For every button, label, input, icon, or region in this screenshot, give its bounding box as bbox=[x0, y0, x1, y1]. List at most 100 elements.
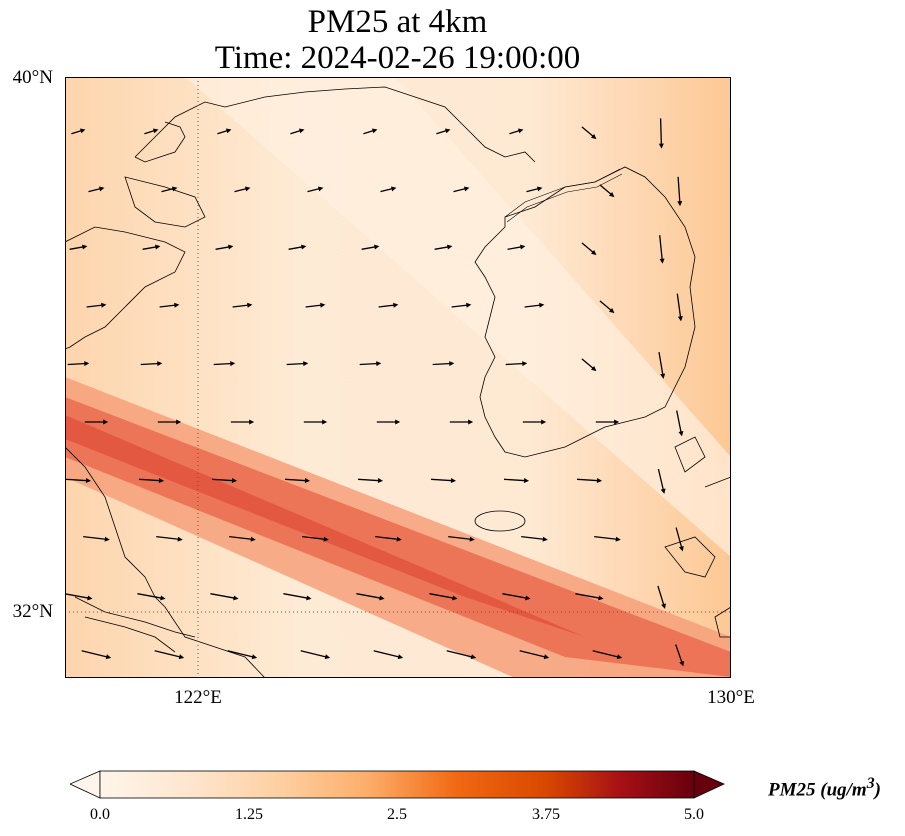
wind-vector-11 bbox=[234, 187, 248, 193]
wind-vector-80 bbox=[657, 585, 665, 607]
wind-vector-head-31 bbox=[393, 302, 399, 308]
wind-vector-head-43 bbox=[590, 365, 597, 372]
wind-vector-head-70 bbox=[615, 536, 621, 542]
wind-vector-63 bbox=[83, 535, 107, 541]
wind-vector-head-12 bbox=[317, 186, 324, 192]
wind-vector-12 bbox=[307, 187, 321, 193]
map-title-line2: Time: 2024-02-26 19:00:00 bbox=[214, 40, 581, 76]
wind-vector-31 bbox=[378, 304, 396, 308]
wind-vector-head-64 bbox=[177, 536, 183, 542]
wind-vector-head-88 bbox=[616, 654, 623, 660]
wind-vector-head-0 bbox=[79, 128, 86, 134]
wind-vector-35 bbox=[676, 293, 682, 319]
wind-vector-head-41 bbox=[449, 361, 455, 367]
wind-vector-head-47 bbox=[249, 419, 255, 425]
wind-vector-head-42 bbox=[522, 361, 528, 367]
wind-vector-53 bbox=[676, 410, 682, 434]
wind-vector-19 bbox=[142, 246, 158, 250]
colorbar-label: PM25 (ug/m3) bbox=[768, 775, 881, 801]
wind-vector-43 bbox=[581, 358, 595, 370]
wind-vector-head-58 bbox=[377, 478, 384, 484]
wind-vector-head-20 bbox=[228, 244, 234, 250]
wind-vector-78 bbox=[502, 593, 528, 599]
wind-vector-head-5 bbox=[444, 128, 451, 134]
wind-vector-24 bbox=[507, 246, 523, 250]
map-frame bbox=[65, 77, 731, 678]
wind-vector-38 bbox=[213, 362, 233, 366]
wind-vector-head-28 bbox=[174, 302, 180, 308]
wind-vector-64 bbox=[156, 535, 180, 541]
lon-label-130e: 130°E bbox=[707, 687, 755, 708]
wind-vector-head-15 bbox=[536, 186, 543, 192]
wind-vector-head-83 bbox=[251, 654, 258, 660]
wind-vector-54 bbox=[65, 478, 89, 482]
wind-vector-head-53 bbox=[678, 431, 684, 437]
wind-vector-head-69 bbox=[542, 536, 548, 542]
wind-vector-15 bbox=[526, 187, 540, 193]
pm25-plume-core bbox=[65, 397, 731, 677]
wind-vector-head-89 bbox=[679, 660, 685, 667]
wind-vector-head-40 bbox=[376, 361, 382, 367]
wind-vector-29 bbox=[232, 304, 250, 308]
wind-vector-head-75 bbox=[306, 595, 312, 601]
wind-vector-75 bbox=[283, 593, 309, 599]
wind-vector-head-59 bbox=[450, 478, 457, 484]
colorbar-tick-4: 5.0 bbox=[684, 806, 704, 823]
wind-vector-head-80 bbox=[661, 603, 666, 609]
wind-vector-head-54 bbox=[85, 478, 92, 484]
wind-vector-85 bbox=[373, 650, 401, 658]
colorbar-label-sup: 3 bbox=[866, 775, 875, 792]
wind-vector-70 bbox=[594, 535, 618, 541]
wind-vector-head-35 bbox=[677, 316, 683, 322]
wind-vector-head-30 bbox=[320, 302, 326, 308]
wind-vector-13 bbox=[380, 187, 394, 193]
wind-vector-head-2 bbox=[225, 128, 232, 134]
wind-vector-head-84 bbox=[324, 654, 331, 660]
wind-vector-head-49 bbox=[395, 419, 401, 425]
wind-vector-head-16 bbox=[608, 191, 615, 198]
wind-vector-head-79 bbox=[598, 595, 604, 601]
wind-vector-head-57 bbox=[304, 478, 311, 484]
wind-vector-head-6 bbox=[517, 128, 524, 134]
colorbar-tick-2: 2.5 bbox=[387, 806, 407, 823]
wind-vector-head-85 bbox=[397, 654, 404, 660]
wind-vector-26 bbox=[659, 235, 663, 261]
wind-vector-head-65 bbox=[250, 536, 256, 542]
wind-vector-32 bbox=[451, 304, 469, 308]
wind-vector-16 bbox=[599, 184, 613, 196]
wind-vector-73 bbox=[137, 593, 163, 599]
wind-vector-head-48 bbox=[322, 419, 328, 425]
wind-vector-66 bbox=[302, 535, 326, 541]
wind-vector-head-17 bbox=[677, 201, 683, 207]
colorbar-label-main: PM25 (ug/m bbox=[768, 779, 867, 801]
wind-vector-17 bbox=[677, 176, 681, 204]
wind-vector-57 bbox=[284, 478, 308, 482]
pm25-plume-peak bbox=[65, 415, 585, 637]
wind-vector-9 bbox=[88, 187, 102, 193]
wind-vector-39 bbox=[286, 362, 306, 366]
wind-vector-head-9 bbox=[98, 186, 105, 192]
wind-vector-head-4 bbox=[371, 128, 378, 134]
wind-vector-head-46 bbox=[176, 419, 182, 425]
wind-vector-87 bbox=[519, 650, 547, 658]
wind-vector-head-76 bbox=[379, 595, 385, 601]
wind-vector-77 bbox=[429, 593, 455, 599]
colorbar-tick-3: 3.75 bbox=[532, 806, 560, 823]
wind-vector-head-44 bbox=[660, 373, 666, 379]
wind-vector-23 bbox=[434, 246, 450, 250]
wind-vector-head-10 bbox=[171, 186, 178, 192]
wind-vector-head-81 bbox=[105, 654, 112, 660]
wind-vector-72 bbox=[65, 593, 90, 599]
wind-vector-27 bbox=[86, 304, 104, 308]
wind-vector-head-36 bbox=[84, 361, 90, 367]
wind-vector-head-51 bbox=[541, 419, 547, 425]
wind-vector-74 bbox=[210, 593, 236, 599]
colorbar-extend-min bbox=[70, 770, 101, 799]
wind-vector-head-22 bbox=[374, 244, 380, 250]
wind-vector-head-23 bbox=[447, 244, 453, 250]
colorbar-tick-1: 1.25 bbox=[235, 806, 263, 823]
wind-vector-56 bbox=[211, 478, 235, 482]
wind-vector-65 bbox=[229, 535, 253, 541]
wind-vector-42 bbox=[505, 362, 525, 366]
wind-vector-head-33 bbox=[539, 302, 545, 308]
